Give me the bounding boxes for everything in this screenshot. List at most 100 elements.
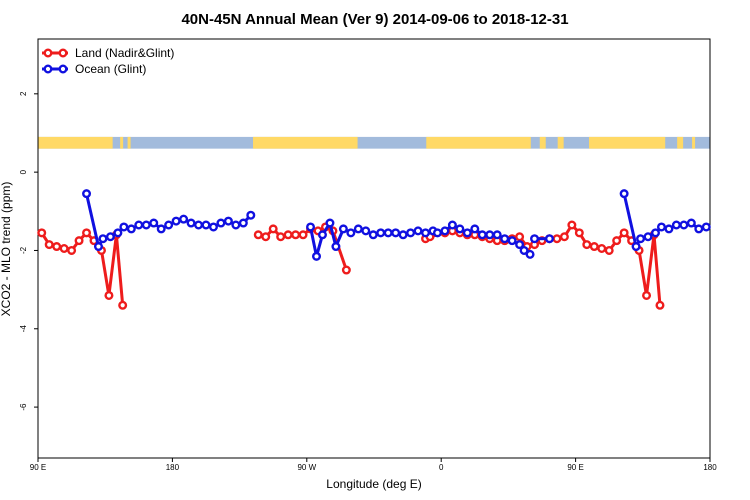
legend-label: Ocean (Glint)	[75, 62, 146, 76]
data-point	[201, 220, 211, 230]
data-point	[492, 230, 502, 240]
data-point	[104, 290, 114, 300]
data-point	[643, 232, 653, 242]
x-axis-label: Longitude (deg E)	[326, 477, 421, 491]
data-point	[413, 226, 423, 236]
data-point	[447, 220, 457, 230]
legend-marker	[58, 64, 68, 74]
data-point	[515, 232, 525, 242]
data-point	[686, 218, 696, 228]
data-point	[82, 189, 92, 199]
data-point	[126, 224, 136, 234]
data-point	[261, 232, 271, 242]
land-strip-segment	[127, 136, 131, 149]
data-point	[113, 228, 123, 238]
land-strip-segment	[677, 136, 684, 149]
data-point	[655, 300, 665, 310]
data-point	[507, 236, 517, 246]
data-point	[567, 220, 577, 230]
land-strip-segment	[120, 136, 124, 149]
data-point	[325, 218, 335, 228]
data-point	[156, 224, 166, 234]
data-point	[341, 265, 351, 275]
data-point	[98, 234, 108, 244]
data-point	[253, 230, 263, 240]
data-point	[179, 214, 189, 224]
data-point	[642, 290, 652, 300]
data-point	[194, 220, 204, 230]
data-point	[164, 220, 174, 230]
data-point	[93, 242, 103, 252]
x-tick-label: 0	[439, 463, 444, 472]
data-point	[519, 245, 529, 255]
data-point	[552, 234, 562, 244]
data-point	[331, 242, 341, 252]
data-point	[694, 224, 704, 234]
data-point	[346, 228, 356, 238]
x-tick-label: 90 W	[297, 463, 316, 472]
data-point	[141, 220, 151, 230]
land-strip-segment	[253, 136, 358, 149]
data-point	[186, 218, 196, 228]
data-point	[119, 222, 129, 232]
land-strip-segment	[692, 136, 696, 149]
data-point	[383, 228, 393, 238]
data-point	[477, 230, 487, 240]
x-tick-label: 180	[166, 463, 180, 472]
data-point	[391, 228, 401, 238]
data-point	[485, 230, 495, 240]
data-point	[231, 220, 241, 230]
data-point	[149, 218, 159, 228]
data-point	[317, 230, 327, 240]
data-point	[276, 232, 286, 242]
x-tick-label: 180	[703, 463, 717, 472]
land-strip-segment	[557, 136, 564, 149]
legend-label: Land (Nadir&Glint)	[75, 46, 174, 60]
axis-ticks: 90 E 180 90 W 0 90 E 180 2 0 -2 -4 -6	[19, 91, 717, 472]
land-strip-segment	[539, 136, 546, 149]
data-point	[216, 218, 226, 228]
data-point	[597, 243, 607, 253]
data-point	[631, 242, 641, 252]
data-point	[105, 232, 115, 242]
data-point	[59, 243, 69, 253]
data-point	[312, 251, 322, 261]
data-point	[455, 224, 465, 234]
y-tick-label: -2	[19, 246, 28, 254]
data-point	[246, 210, 256, 220]
data-point	[171, 216, 181, 226]
data-point	[82, 228, 92, 238]
data-point	[619, 189, 629, 199]
data-point	[664, 224, 674, 234]
data-point	[118, 300, 128, 310]
data-point	[52, 242, 62, 252]
data-point	[44, 240, 54, 250]
data-point	[604, 245, 614, 255]
y-tick-label: 2	[19, 91, 28, 96]
plot-frame	[37, 38, 711, 459]
data-point	[515, 240, 525, 250]
data-point	[268, 224, 278, 234]
y-tick-label: 0	[19, 169, 28, 174]
y-axis-label: XCO2 - MLO trend (ppm)	[0, 182, 13, 317]
data-point	[656, 222, 666, 232]
y-tick-label: -4	[19, 325, 28, 333]
y-tick-label: -6	[19, 403, 28, 411]
data-point	[238, 218, 248, 228]
chart-title: 40N-45N Annual Mean (Ver 9) 2014-09-06 t…	[181, 11, 568, 28]
data-point	[361, 226, 371, 236]
data-point	[525, 249, 535, 259]
ocean-strip	[38, 136, 710, 149]
data-point	[582, 240, 592, 250]
legend-marker	[43, 64, 53, 74]
data-point	[338, 224, 348, 234]
data-point	[619, 228, 629, 238]
legend: Land (Nadir&Glint) Ocean (Glint)	[42, 46, 174, 76]
data-point	[440, 226, 450, 236]
data-point	[421, 228, 431, 238]
data-point	[500, 234, 510, 244]
data-point	[432, 228, 442, 238]
legend-marker	[43, 48, 53, 58]
data-point	[74, 236, 84, 246]
